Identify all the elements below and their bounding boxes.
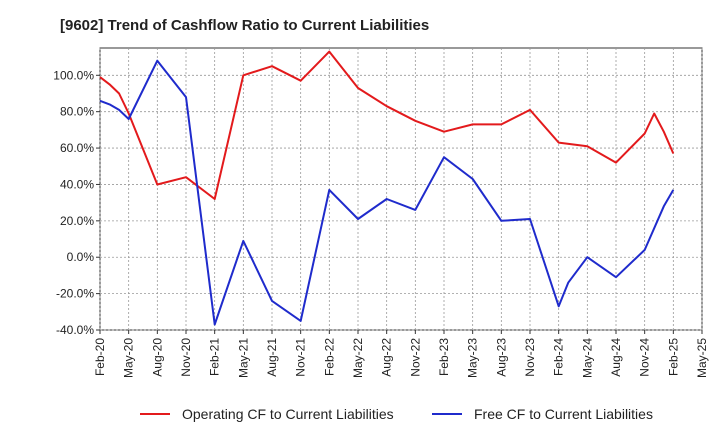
legend-label: Operating CF to Current Liabilities: [182, 406, 394, 422]
x-tick-label: Aug-21: [265, 338, 279, 377]
x-axis: Feb-20 May-20 Aug-20 Nov-20 Feb-21 May-21 Aug-…: [93, 330, 709, 378]
x-tick-label: Aug-23: [494, 338, 508, 377]
x-tick-label: Feb-23: [437, 338, 451, 376]
y-tick-label: 100.0%: [53, 68, 94, 82]
x-tick-label: Aug-24: [609, 338, 623, 377]
x-tick-label: May-25: [695, 338, 709, 378]
plot-border: [99, 47, 703, 331]
x-tick-label: Nov-22: [408, 338, 422, 377]
legend-label: Free CF to Current Liabilities: [474, 406, 653, 422]
x-tick-label: May-20: [122, 338, 136, 378]
grid-lines: [99, 48, 703, 331]
x-tick-label: Feb-21: [208, 338, 222, 376]
x-tick-label: Aug-22: [380, 338, 394, 377]
y-tick-label: 80.0%: [60, 105, 94, 119]
plot-area: [99, 47, 703, 331]
y-tick-label: -20.0%: [56, 287, 94, 301]
x-tick-label: Feb-22: [322, 338, 336, 376]
x-tick-label: Feb-24: [552, 338, 566, 376]
series-line-free-cf: [99, 59, 675, 326]
x-tick-label: Aug-20: [150, 338, 164, 377]
y-tick-label: 60.0%: [60, 141, 94, 155]
chart-title: [9602] Trend of Cashflow Ratio to Curren…: [60, 17, 429, 34]
x-tick-label: Nov-21: [294, 338, 308, 377]
x-tick-label: May-23: [466, 338, 480, 378]
y-tick-label: -40.0%: [56, 323, 94, 337]
x-tick-label: Feb-20: [93, 338, 107, 376]
y-tick-label: 40.0%: [60, 177, 94, 191]
y-axis: 100.0% 80.0% 60.0% 40.0% 20.0% 0.0% -20.0% -40.…: [53, 68, 100, 337]
y-tick-label: 0.0%: [67, 250, 95, 264]
x-tick-label: May-21: [236, 338, 250, 378]
x-tick-label: Nov-23: [523, 338, 537, 377]
legend: Operating CF to Current Liabilities Free …: [140, 406, 653, 422]
series-line-operating-cf: [99, 50, 675, 200]
x-tick-label: Nov-24: [638, 338, 652, 377]
series-lines: [99, 50, 675, 326]
x-tick-label: Feb-25: [666, 338, 680, 376]
y-tick-label: 20.0%: [60, 214, 94, 228]
x-tick-label: May-22: [351, 338, 365, 378]
x-tick-label: Nov-20: [179, 338, 193, 377]
x-tick-label: May-24: [580, 338, 594, 378]
